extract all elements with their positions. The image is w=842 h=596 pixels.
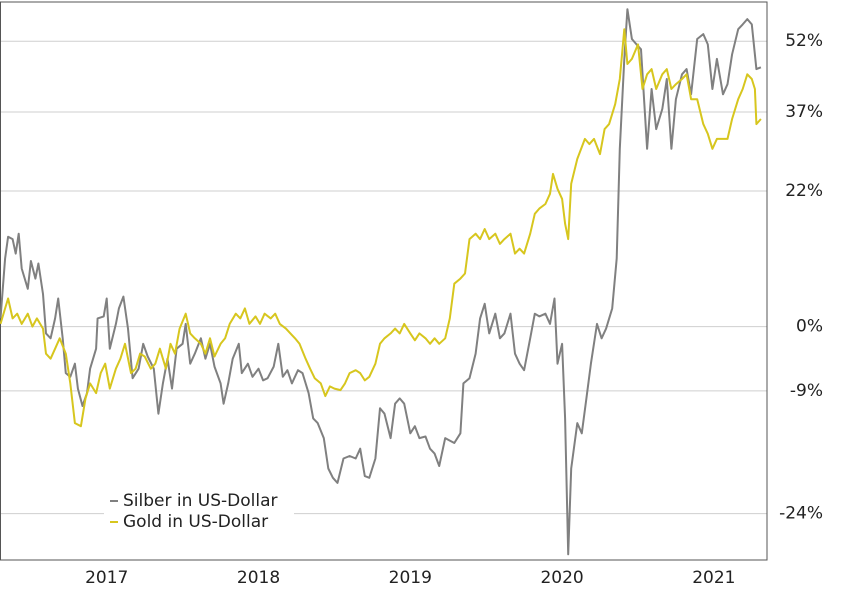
x-tick-label: 2019 <box>389 568 432 588</box>
legend-box <box>104 489 294 534</box>
legend-label: Gold in US-Dollar <box>123 512 268 532</box>
series-line <box>0 28 762 428</box>
y-tick-label: 37% <box>785 102 823 122</box>
plot-frame <box>0 1 768 561</box>
series-line <box>0 8 762 556</box>
x-tick-label: 2018 <box>237 568 280 588</box>
y-tick-label: 52% <box>785 31 823 51</box>
y-tick-label: -9% <box>790 381 823 401</box>
legend-label: Silber in US-Dollar <box>123 491 278 511</box>
y-tick-label: 22% <box>785 181 823 201</box>
y-tick-label: 0% <box>796 317 823 337</box>
x-tick-label: 2021 <box>692 568 735 588</box>
y-tick-label: -24% <box>779 504 823 524</box>
x-tick-label: 2017 <box>85 568 128 588</box>
x-tick-label: 2020 <box>540 568 583 588</box>
